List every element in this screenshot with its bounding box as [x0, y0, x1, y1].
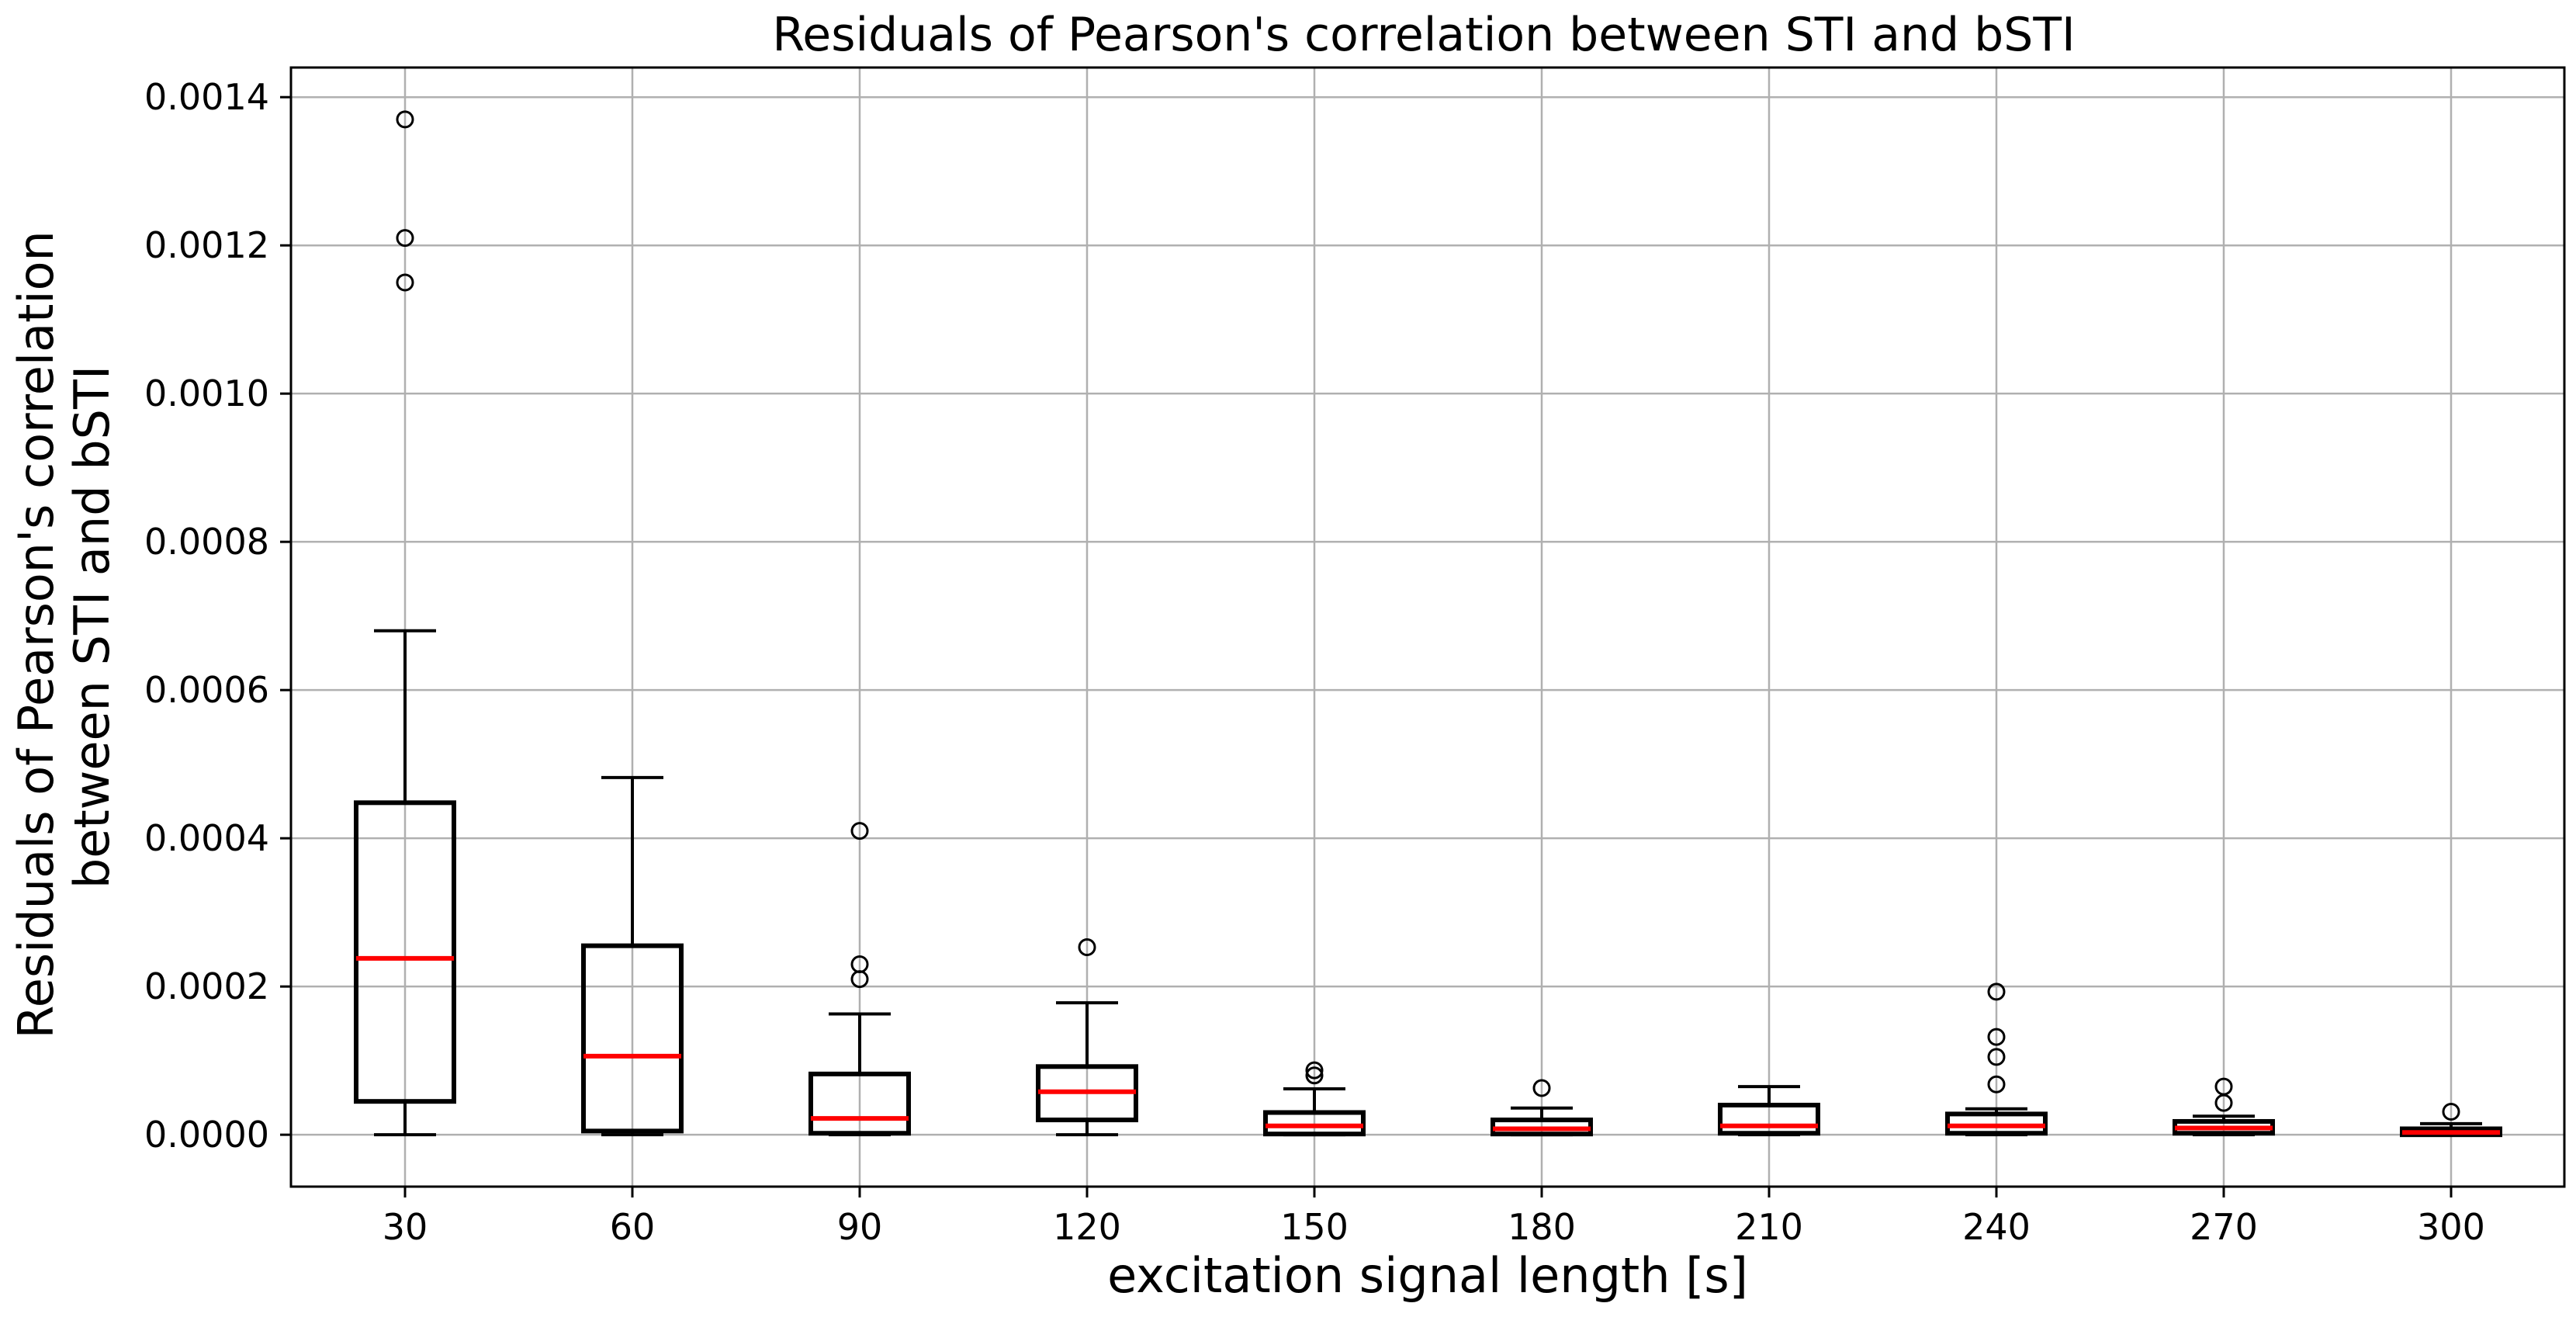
outlier-point — [396, 229, 414, 248]
outlier-point — [1987, 1048, 2006, 1066]
y-tick-label: 0.0004 — [144, 817, 269, 859]
iqr-box — [808, 1071, 911, 1136]
x-tick-label: 30 — [383, 1206, 428, 1248]
outlier-point — [1532, 1079, 1551, 1097]
box-group-60 — [581, 775, 684, 1137]
chart-title: Residuals of Pearson's correlation betwe… — [772, 8, 2075, 62]
outlier-point — [396, 273, 414, 292]
outlier-point — [396, 110, 414, 129]
outlier-point — [850, 822, 869, 840]
x-tick-label: 270 — [2190, 1206, 2258, 1248]
iqr-box — [1718, 1102, 1820, 1136]
outlier-point — [2214, 1077, 2233, 1096]
y-axis-label: Residuals of Pearson's correlation betwe… — [8, 215, 120, 1038]
y-tick-label: 0.0010 — [144, 373, 269, 414]
box-group-270 — [2173, 1077, 2275, 1137]
x-axis-label: excitation signal length [s] — [1107, 1247, 1748, 1304]
outlier-point — [1987, 983, 2006, 1001]
y-tick-label: 0.0002 — [144, 965, 269, 1007]
outlier-point — [850, 955, 869, 974]
box-group-120 — [1036, 938, 1138, 1137]
y-tick-label: 0.0008 — [144, 521, 269, 563]
box-group-300 — [2400, 1103, 2502, 1138]
outlier-point — [1305, 1066, 1324, 1085]
y-tick-label: 0.0000 — [144, 1114, 269, 1156]
box-group-30 — [354, 110, 456, 1137]
outlier-point — [1305, 1061, 1324, 1080]
y-axis-ticks: 0.0000 0.0002 0.0004 0.0006 0.0008 0.0010 0.00… — [144, 76, 291, 1156]
outlier-point — [1987, 1075, 2006, 1093]
y-tick-label: 0.0012 — [144, 224, 269, 266]
box-group-90 — [808, 822, 911, 1137]
outlier-point — [1078, 938, 1096, 957]
plot-frame — [289, 66, 2566, 1188]
y-tick-label: 0.0014 — [144, 76, 269, 118]
x-tick-label: 180 — [1508, 1206, 1576, 1248]
outlier-point — [2442, 1103, 2460, 1121]
grid-lines — [291, 68, 2564, 1187]
y-tick-label: 0.0006 — [144, 669, 269, 711]
y-axis-label-line-1: Residuals of Pearson's correlation — [8, 230, 64, 1038]
x-tick-label: 90 — [837, 1206, 883, 1248]
box-group-150 — [1263, 1061, 1366, 1137]
iqr-box — [581, 943, 684, 1134]
x-tick-label: 120 — [1053, 1206, 1121, 1248]
x-tick-label: 300 — [2417, 1206, 2485, 1248]
x-tick-label: 150 — [1280, 1206, 1349, 1248]
iqr-box — [354, 800, 456, 1104]
outlier-point — [1987, 1028, 2006, 1046]
x-axis-ticks: 30 60 90 120 150 180 210 240 270 300 — [383, 1187, 2485, 1248]
x-tick-label: 60 — [610, 1206, 656, 1248]
x-tick-label: 210 — [1735, 1206, 1803, 1248]
iqr-box — [1263, 1110, 1366, 1137]
box-group-210 — [1718, 1085, 1820, 1137]
box-group-180 — [1491, 1079, 1593, 1137]
plot-marks — [354, 110, 2502, 1138]
box-group-240 — [1945, 983, 2048, 1137]
x-tick-label: 240 — [1962, 1206, 2031, 1248]
y-axis-label-line-2: between STI and bSTI — [64, 366, 120, 889]
